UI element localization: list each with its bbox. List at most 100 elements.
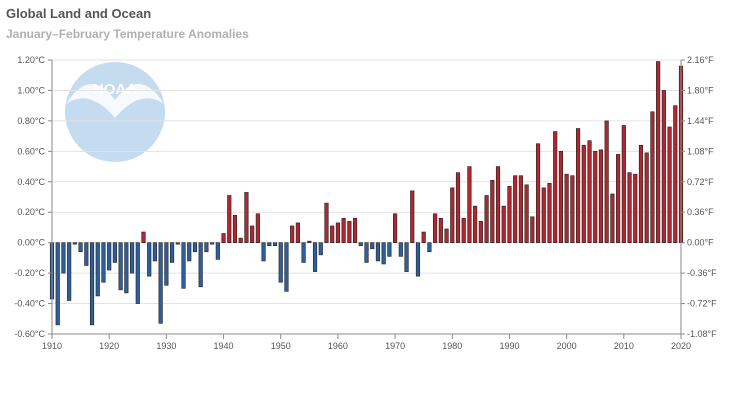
bar-1948 [267, 242, 272, 247]
left-tick-label: 0.60°C [17, 146, 45, 156]
right-tick-label: 0.00°F [687, 238, 714, 248]
bar-1929 [158, 242, 163, 324]
bar-1937 [204, 242, 209, 253]
bar-1945 [250, 225, 255, 243]
right-axis-ticks: -1.08°F -0.72°F -0.36°F 0.00°F 0.36°F 0.72°F 1… [681, 55, 717, 339]
bar-1946 [255, 213, 260, 243]
bar-1968 [381, 242, 386, 265]
bar-1935 [192, 242, 198, 253]
bar-1996 [541, 187, 546, 243]
x-tick-label: 2020 [671, 341, 691, 351]
bar-1928 [152, 242, 157, 262]
bar-2007 [604, 120, 609, 243]
bar-1990 [507, 186, 512, 243]
bar-1993 [524, 184, 529, 243]
x-tick-label: 2010 [614, 341, 634, 351]
bar-1970 [393, 213, 398, 243]
bar-1988 [495, 166, 501, 243]
bar-1940 [221, 233, 226, 243]
bar-1973 [410, 190, 415, 243]
noaa-logo: NOAA [65, 62, 165, 162]
bar-1987 [490, 179, 495, 243]
bar-1972 [404, 242, 409, 272]
bar-1981 [455, 172, 461, 243]
bar-1942 [232, 214, 238, 243]
bar-1978 [438, 218, 443, 243]
x-tick-label: 1940 [214, 341, 234, 351]
chart-title: Global Land and Ocean [6, 6, 152, 21]
bar-1956 [312, 242, 318, 272]
bar-2012 [633, 173, 638, 243]
bar-1943 [238, 237, 243, 243]
x-tick-label: 1950 [271, 341, 291, 351]
bar-1939 [215, 242, 220, 260]
x-tick-label: 2000 [557, 341, 577, 351]
bar-2016 [656, 61, 661, 243]
bar-1963 [352, 218, 358, 243]
bar-1925 [135, 242, 140, 304]
right-tick-label: 0.36°F [687, 207, 714, 217]
x-tick-label: 1960 [328, 341, 348, 351]
bar-1961 [341, 218, 346, 243]
bar-1911 [55, 242, 60, 326]
bar-1999 [558, 151, 564, 243]
bar-1969 [387, 242, 392, 257]
right-tick-label: -0.72°F [687, 299, 717, 309]
x-tick-label: 1970 [385, 341, 405, 351]
bar-2004 [587, 140, 592, 243]
bar-1964 [358, 242, 363, 247]
bar-1984 [473, 205, 478, 243]
left-tick-label: 1.00°C [17, 85, 45, 95]
bar-1995 [535, 143, 541, 243]
bar-1960 [335, 222, 340, 243]
bar-1994 [530, 216, 535, 243]
x-tick-label: 1920 [99, 341, 119, 351]
bar-1967 [375, 242, 381, 262]
noaa-logo-bird-icon [66, 83, 164, 118]
bar-2013 [638, 144, 644, 243]
right-tick-label: 0.72°F [687, 177, 714, 187]
bar-1912 [61, 242, 66, 274]
bar-1923 [124, 242, 129, 294]
bar-1965 [364, 242, 369, 263]
bar-2008 [610, 193, 615, 243]
bar-1975 [421, 231, 426, 243]
left-tick-label: 0.80°C [17, 116, 45, 126]
left-tick-label: 0.40°C [17, 177, 45, 187]
bar-1913 [67, 242, 72, 301]
right-tick-label: 1.80°F [687, 85, 714, 95]
bar-1954 [301, 242, 306, 263]
bar-2003 [581, 144, 586, 243]
bar-1947 [261, 242, 266, 262]
bar-1974 [415, 242, 421, 277]
right-tick-label: 1.44°F [687, 116, 714, 126]
bar-1918 [95, 242, 100, 297]
bar-1941 [227, 195, 232, 243]
bar-1920 [107, 242, 112, 271]
bar-2014 [644, 152, 649, 243]
bar-1944 [244, 192, 249, 243]
bar-1977 [433, 213, 438, 243]
left-tick-label: -0.60°C [14, 329, 45, 339]
right-tick-label: -0.36°F [687, 268, 717, 278]
chart-subtitle: January–February Temperature Anomalies [6, 27, 249, 41]
bar-1921 [112, 242, 117, 263]
bar-1951 [284, 242, 289, 292]
bar-1957 [318, 242, 323, 256]
bar-1949 [272, 242, 278, 247]
bar-1927 [147, 242, 152, 277]
bar-1952 [290, 225, 295, 243]
bar-1936 [198, 242, 203, 288]
axes [51, 60, 682, 335]
bar-1992 [518, 175, 523, 243]
left-axis-ticks: -0.60°C -0.40°C -0.20°C 0.00°C 0.20°C 0.40°C 0… [14, 55, 52, 339]
noaa-logo-text: NOAA [93, 81, 137, 98]
bar-2005 [593, 151, 598, 243]
bar-1934 [187, 242, 192, 262]
x-axis-ticks: 1910 1920 1930 1940 1950 1960 1970 1980 1990 2000… [42, 334, 691, 351]
bar-1931 [170, 242, 175, 263]
bar-1914 [72, 242, 77, 245]
bar-1916 [84, 242, 89, 266]
left-tick-label: 0.20°C [17, 207, 45, 217]
